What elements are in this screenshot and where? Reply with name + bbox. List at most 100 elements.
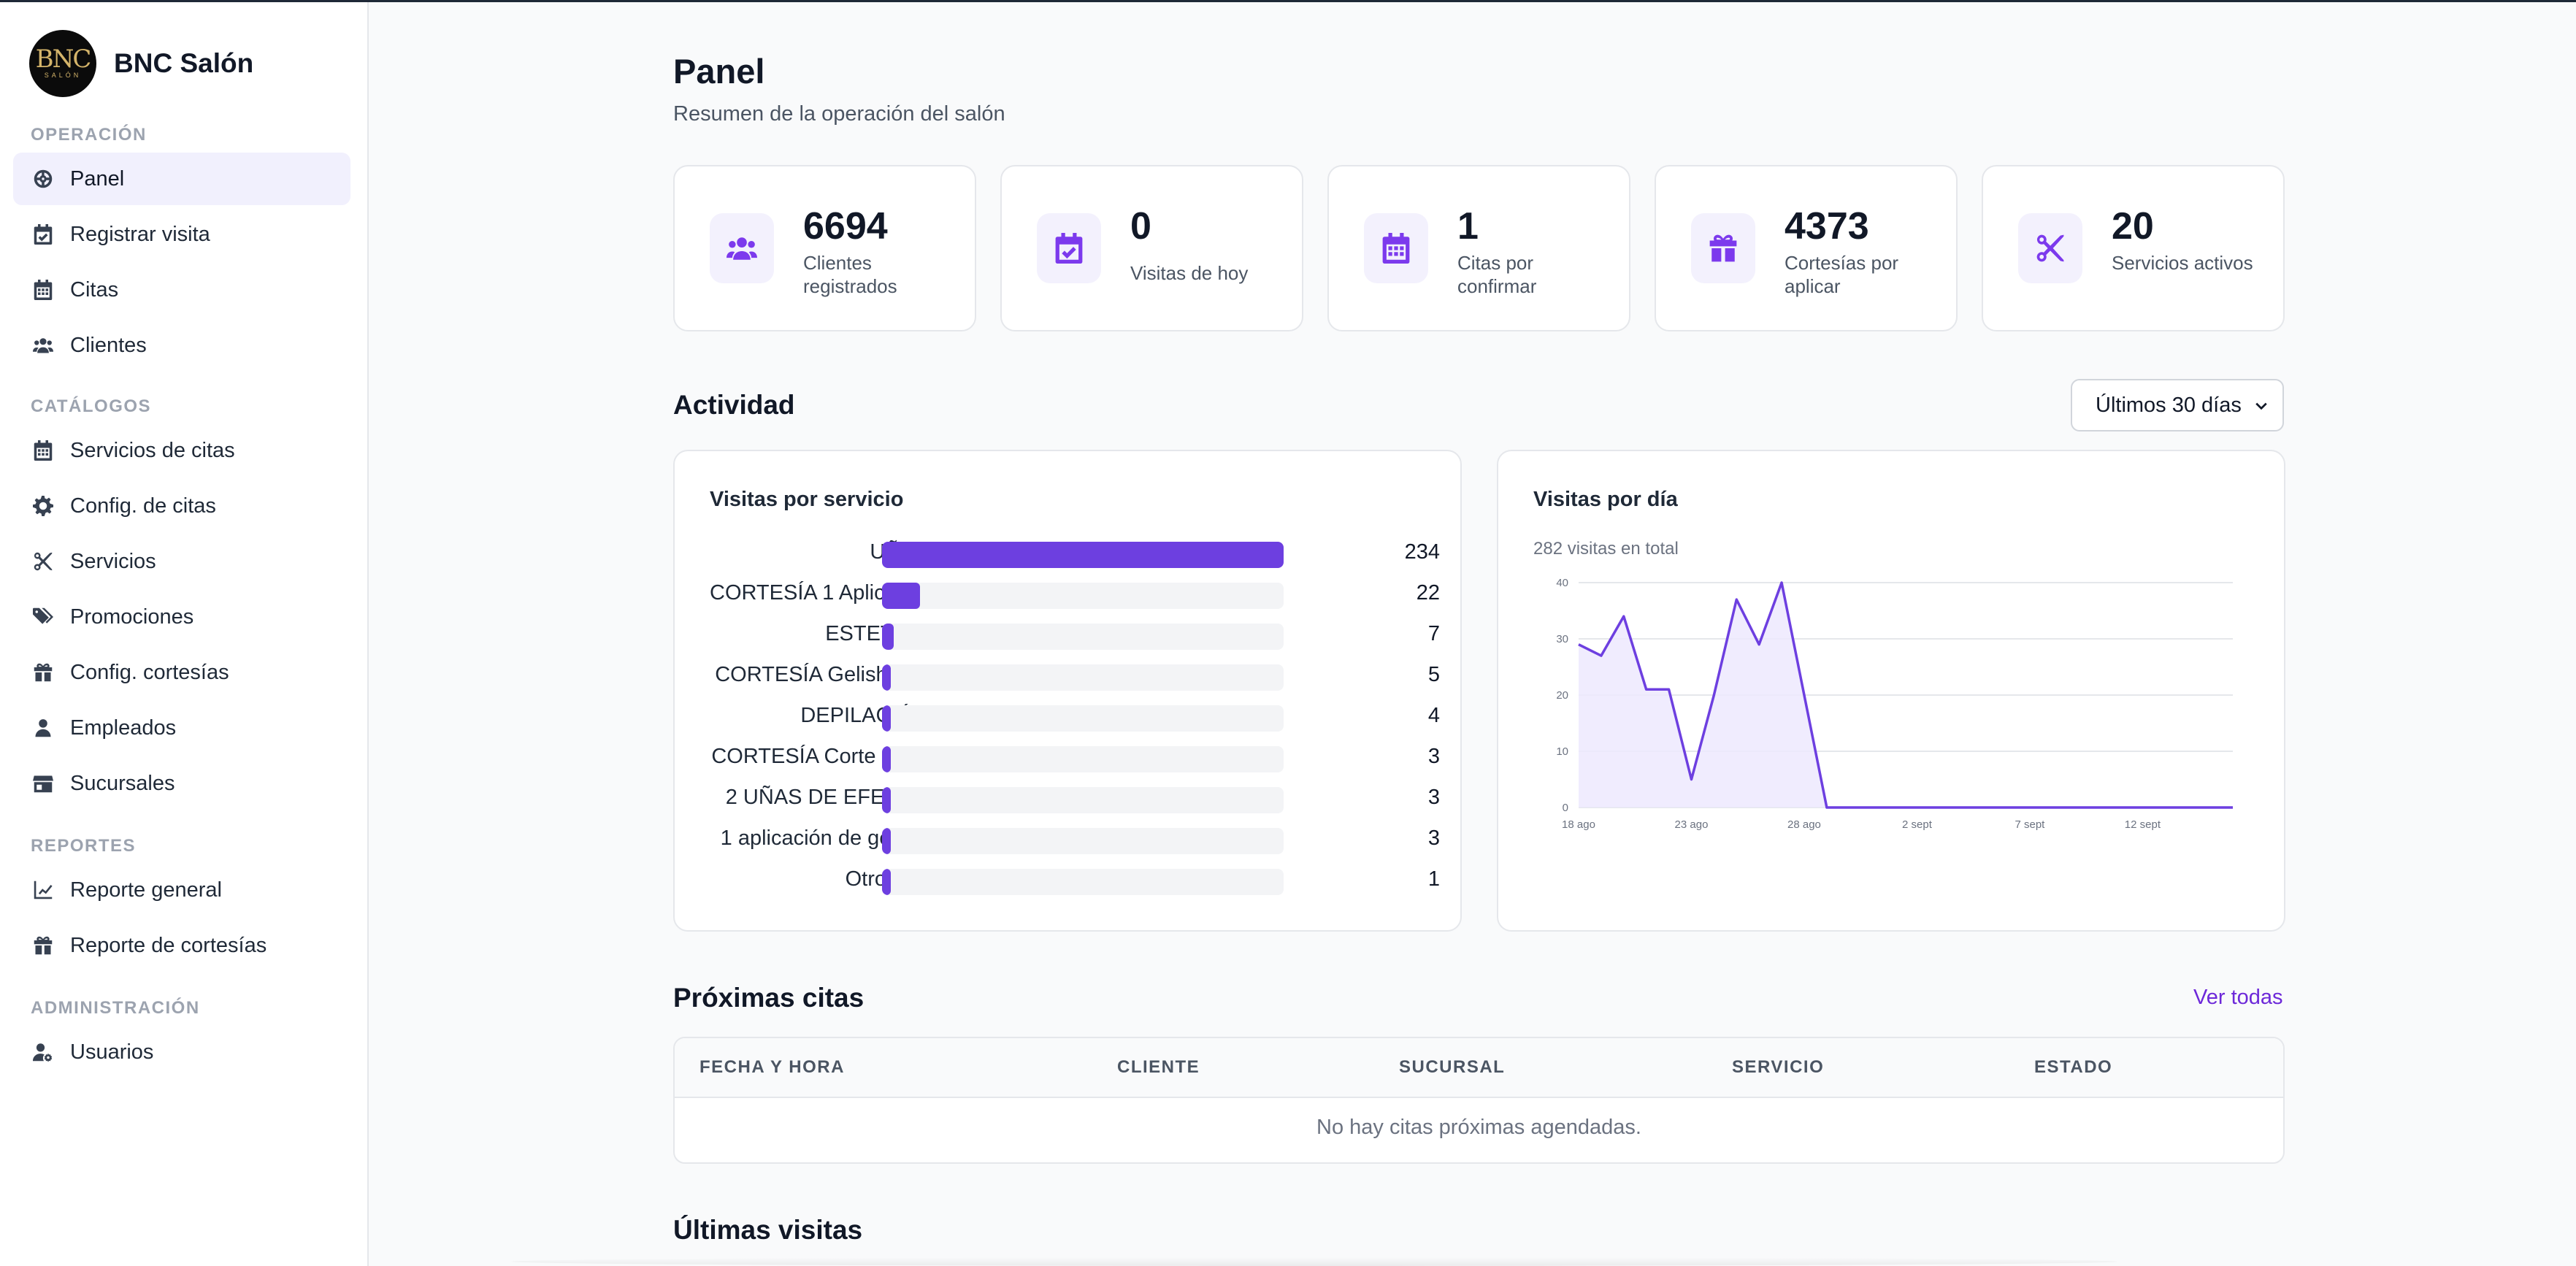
sidebar-item-servicios[interactable]: Servicios <box>13 535 350 588</box>
bar-track <box>882 542 1284 568</box>
users-icon <box>31 333 55 358</box>
bar-track <box>882 705 1284 732</box>
bar <box>882 828 891 854</box>
bar-value: 4 <box>1427 704 1440 727</box>
table-header: FECHA Y HORA CLIENTE SUCURSAL SERVICIO E… <box>675 1038 2283 1098</box>
bar-value: 1 <box>1427 867 1440 891</box>
column-header[interactable]: ESTADO <box>2034 1057 2113 1077</box>
gift-icon <box>31 933 55 958</box>
line-chart-icon <box>31 878 55 902</box>
y-tick-label: 10 <box>1556 745 1568 758</box>
bar-row: CORTESÍA Gelish m... 5 <box>710 660 1440 692</box>
bar-value: 3 <box>1427 826 1440 850</box>
range-select-value: Últimos 30 días <box>2096 393 2242 417</box>
y-tick-label: 20 <box>1556 689 1568 702</box>
stat-card-cortesias[interactable]: 4373 Cortesías por aplicar <box>1655 165 1958 331</box>
scissors-icon <box>2018 213 2082 283</box>
empty-state: No hay citas próximas agendadas. <box>1316 1116 1641 1139</box>
stat-label: Clientes registrados <box>803 252 897 297</box>
stat-label: Cortesías por aplicar <box>1785 252 1899 297</box>
y-tick-label: 40 <box>1556 577 1568 589</box>
calendar-icon <box>31 277 55 302</box>
sidebar-item-citas[interactable]: Citas <box>13 264 350 316</box>
sidebar-item-usuarios[interactable]: Usuarios <box>13 1026 350 1078</box>
stat-value: 1 <box>1457 205 1479 248</box>
sidebar-item-label: Clientes <box>70 333 147 357</box>
area-fill <box>1579 583 2233 807</box>
calendar-icon <box>1364 213 1428 283</box>
calendar-check-icon <box>1037 213 1101 283</box>
bar <box>882 664 891 691</box>
x-tick-label: 18 ago <box>1562 818 1595 831</box>
user-icon <box>31 716 55 740</box>
gift-icon <box>31 660 55 685</box>
sidebar-item-label: Reporte general <box>70 878 222 902</box>
scroll-shadow <box>511 1257 2117 1266</box>
bar <box>882 583 920 609</box>
stat-value: 6694 <box>803 205 888 248</box>
view-all-link[interactable]: Ver todas <box>2193 986 2283 1009</box>
y-tick-label: 0 <box>1563 802 1568 814</box>
sidebar-item-panel[interactable]: Panel <box>13 153 350 205</box>
bar <box>882 869 891 895</box>
bar-track <box>882 828 1284 854</box>
y-tick-label: 30 <box>1556 633 1568 645</box>
sidebar-item-registrar-visita[interactable]: Registrar visita <box>13 208 350 261</box>
series-line <box>1578 581 2233 809</box>
visits-by-day-card: Visitas por día 282 visitas en total 0 10… <box>1497 450 2285 932</box>
card-title: Visitas por día <box>1533 488 1678 511</box>
stat-card-servicios-activos[interactable]: 20 Servicios activos <box>1982 165 2285 331</box>
bar-track <box>882 869 1284 895</box>
bar-track <box>882 746 1284 772</box>
bar-value: 7 <box>1427 622 1440 645</box>
tags-icon <box>31 605 55 629</box>
column-header[interactable]: FECHA Y HORA <box>699 1057 845 1077</box>
sidebar-item-config-cortesias[interactable]: Config. cortesías <box>13 646 350 699</box>
column-header[interactable]: SUCURSAL <box>1399 1057 1506 1077</box>
brand[interactable]: BNC SALÓN BNC Salón <box>29 30 253 97</box>
page-subtitle: Resumen de la operación del salón <box>673 102 1005 126</box>
recent-visits-heading: Últimas visitas <box>673 1215 863 1245</box>
sidebar-item-reporte-general[interactable]: Reporte general <box>13 864 350 916</box>
sidebar-item-clientes[interactable]: Clientes <box>13 319 350 372</box>
bar <box>882 787 891 813</box>
logo-text: BNC <box>35 45 92 74</box>
sidebar-item-sucursales[interactable]: Sucursales <box>13 757 350 810</box>
sidebar-item-reporte-de-cortesias[interactable]: Reporte de cortesías <box>13 919 350 972</box>
stat-label: Servicios activos <box>2112 252 2253 274</box>
bar <box>882 624 894 650</box>
section-label-reportes: REPORTES <box>31 836 137 856</box>
user-gear-icon <box>31 1040 55 1064</box>
sidebar-item-label: Usuarios <box>70 1040 154 1064</box>
stat-value: 20 <box>2112 205 2154 248</box>
card-title: Visitas por servicio <box>710 488 904 511</box>
stat-card-citas-por-confirmar[interactable]: 1 Citas por confirmar <box>1327 165 1630 331</box>
stat-label: Citas por confirmar <box>1457 252 1537 297</box>
bar-row: UÑAS234 <box>710 537 1440 569</box>
bar-row: ESTETICA 7 <box>710 619 1440 651</box>
bar-value: 3 <box>1427 786 1440 809</box>
sidebar: BNC SALÓN BNC Salón OPERACIÓN Panel Regi… <box>0 2 369 1266</box>
sidebar-item-empleados[interactable]: Empleados <box>13 702 350 754</box>
bar-track <box>882 664 1284 691</box>
dashboard-icon <box>31 166 55 191</box>
visits-by-service-card: Visitas por servicio UÑAS234 CORTESÍA 1 A… <box>673 450 1462 932</box>
calendar-icon <box>31 438 55 463</box>
gift-icon <box>1691 213 1755 283</box>
bar-value: 234 <box>1404 540 1440 564</box>
stat-value: 0 <box>1130 205 1151 248</box>
stat-card-visitas-hoy[interactable]: 0 Visitas de hoy <box>1000 165 1303 331</box>
sidebar-item-config-de-citas[interactable]: Config. de citas <box>13 480 350 532</box>
column-header[interactable]: SERVICIO <box>1732 1057 1825 1077</box>
window-top-border <box>0 0 2576 2</box>
stat-card-clientes[interactable]: 6694 Clientes registrados <box>673 165 976 331</box>
range-select[interactable]: Últimos 30 días <box>2071 379 2284 431</box>
sidebar-item-promociones[interactable]: Promociones <box>13 591 350 643</box>
logo-subtext: SALÓN <box>44 72 82 79</box>
bar <box>882 746 891 772</box>
column-header[interactable]: CLIENTE <box>1117 1057 1200 1077</box>
total-visits-note: 282 visitas en total <box>1533 539 1679 559</box>
section-label-administracion: ADMINISTRACIÓN <box>31 998 200 1018</box>
users-icon <box>710 213 774 283</box>
sidebar-item-servicios-de-citas[interactable]: Servicios de citas <box>13 424 350 477</box>
